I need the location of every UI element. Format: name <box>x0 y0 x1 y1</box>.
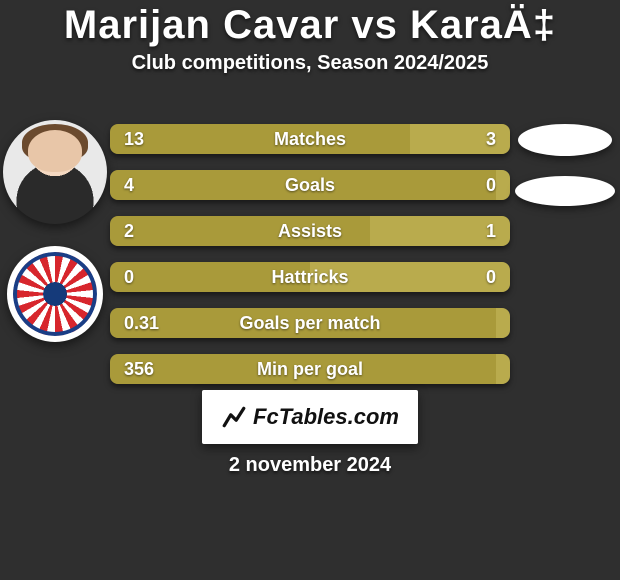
stat-bar-right-seg <box>496 354 510 384</box>
branding-logo-icon <box>221 404 247 430</box>
content-columns: 133Matches40Goals21Assists00Hattricks0.3… <box>0 110 620 400</box>
stat-left-value: 2 <box>124 221 134 242</box>
stat-bars: 133Matches40Goals21Assists00Hattricks0.3… <box>110 110 510 400</box>
stat-right-value: 3 <box>486 129 496 150</box>
stat-left-value: 0.31 <box>124 313 159 334</box>
stat-bar: 21Assists <box>110 216 510 246</box>
stat-bar: 356Min per goal <box>110 354 510 384</box>
stat-bar: 40Goals <box>110 170 510 200</box>
stat-bar-left-seg: 0.31 <box>110 308 496 338</box>
left-player-column <box>0 110 110 400</box>
stat-bar: 133Matches <box>110 124 510 154</box>
page-title: Marijan Cavar vs KaraÄ‡ <box>0 0 620 46</box>
stat-bar-left-seg: 356 <box>110 354 496 384</box>
stat-bar-left-seg: 0 <box>110 262 310 292</box>
page-subtitle: Club competitions, Season 2024/2025 <box>0 52 620 75</box>
stat-left-value: 13 <box>124 129 144 150</box>
branding-text: FcTables.com <box>253 404 399 430</box>
stat-right-value: 0 <box>486 175 496 196</box>
right-player-column <box>510 110 620 400</box>
stat-right-value: 0 <box>486 267 496 288</box>
stat-left-value: 356 <box>124 359 154 380</box>
comparison-card: Marijan Cavar vs KaraÄ‡ Club competition… <box>0 0 620 580</box>
stat-bar-right-seg: 0 <box>496 170 510 200</box>
date-stamp: 2 november 2024 <box>0 454 620 477</box>
stat-bar: 0.31Goals per match <box>110 308 510 338</box>
stat-bar-right-seg: 3 <box>410 124 510 154</box>
club-badge <box>7 246 103 342</box>
player-avatar-placeholder <box>518 124 612 156</box>
stat-bar-right-seg <box>496 308 510 338</box>
stat-bar-left-seg: 2 <box>110 216 370 246</box>
club-badge-placeholder <box>515 176 615 206</box>
player-avatar <box>3 120 107 224</box>
stat-left-value: 4 <box>124 175 134 196</box>
stat-bar: 00Hattricks <box>110 262 510 292</box>
stat-bar-right-seg: 1 <box>370 216 510 246</box>
branding-badge: FcTables.com <box>202 390 418 444</box>
stat-right-value: 1 <box>486 221 496 242</box>
stat-left-value: 0 <box>124 267 134 288</box>
stat-bar-right-seg: 0 <box>310 262 510 292</box>
stat-bar-left-seg: 13 <box>110 124 410 154</box>
stat-bar-left-seg: 4 <box>110 170 496 200</box>
